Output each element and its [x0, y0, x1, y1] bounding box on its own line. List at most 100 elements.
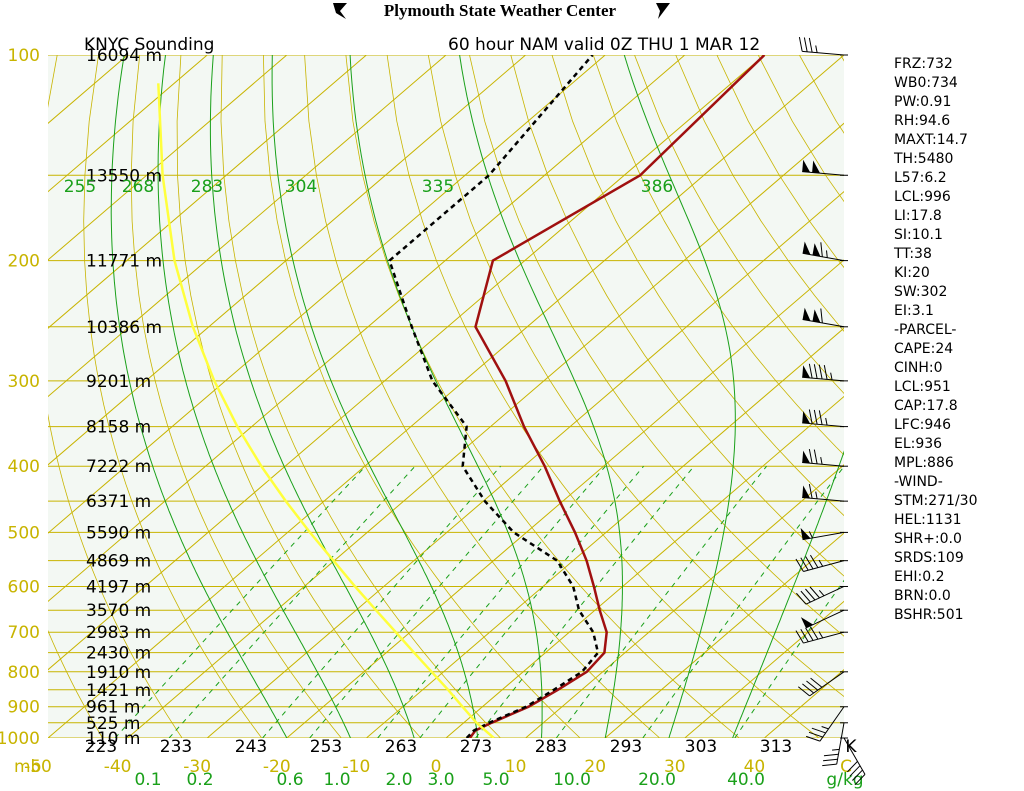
moist-adiabat-line: [271, 55, 479, 738]
index-item: FRZ:732: [894, 56, 953, 72]
wind-barb: [802, 307, 848, 328]
index-item: PW:0.91: [894, 94, 951, 110]
wind-barb: [802, 449, 848, 467]
pressure-tick-label: 800: [8, 663, 40, 683]
dry-adiabat-line: [83, 55, 263, 738]
temperature-tick-label: 20: [584, 757, 606, 777]
barb-staff: [802, 531, 845, 541]
barb-flag: [823, 365, 828, 380]
height-label: 10386 m: [86, 318, 162, 338]
barb-half-flag: [818, 559, 824, 567]
index-item: EHI:0.2: [894, 569, 944, 585]
mixing-ratio-label: 10.0: [553, 770, 591, 790]
flag-left-icon: [333, 3, 347, 19]
mixing-ratio-label: 2.0: [385, 770, 412, 790]
center-title: Plymouth State Weather Center: [384, 1, 617, 20]
height-label: 13550 m: [86, 166, 162, 186]
index-item: SRDS:109: [894, 550, 964, 566]
barb-flag: [849, 765, 861, 777]
index-item: SI:10.1: [894, 227, 943, 243]
barb-half-flag: [815, 45, 818, 53]
kelvin-label: 283: [535, 737, 567, 757]
mixing-ratio-label: 5.0: [482, 770, 509, 790]
theta-e-label: 283: [191, 177, 223, 197]
barb-half-flag: [808, 531, 813, 539]
temperature-tick-label: 30: [664, 757, 686, 777]
mixing-ratio-line: [262, 465, 501, 738]
barb-flag: [811, 727, 826, 734]
barb-flag: [805, 588, 816, 601]
isotherm-line: [48, 55, 208, 193]
pressure-tick-label: 1000: [0, 729, 40, 749]
pressure-tick-label: 900: [8, 698, 40, 718]
pressure-tick-label: 400: [8, 457, 40, 477]
index-item: LFC:946: [894, 417, 951, 433]
dry-adiabat-line: [263, 55, 581, 738]
pressure-tick-label: 200: [8, 252, 40, 272]
index-item: LI:17.8: [894, 208, 942, 224]
barb-flag: [810, 677, 823, 688]
temperature-profile-line: [468, 55, 766, 738]
pressure-unit-label: mb: [14, 757, 41, 777]
isotherm-line: [445, 395, 844, 738]
barb-flag: [822, 763, 837, 767]
barb-flag: [796, 592, 807, 605]
height-label: 7222 m: [86, 457, 151, 477]
barb-pennant: [802, 450, 811, 464]
wind-barb: [802, 159, 848, 176]
mixing-ratio-line: [168, 465, 416, 738]
mixing-ratio-label: 3.0: [427, 770, 454, 790]
barb-half-flag: [818, 589, 825, 597]
index-item: LCL:996: [894, 189, 951, 205]
height-label: 9201 m: [86, 372, 151, 392]
index-item: EL:936: [894, 436, 942, 452]
barb-flag: [800, 629, 809, 643]
height-label: 3570 m: [86, 601, 151, 621]
index-item: EI:3.1: [894, 303, 934, 319]
index-item: CAPE:24: [894, 341, 953, 357]
barb-staff: [843, 737, 866, 775]
theta-e-label: 335: [422, 177, 454, 197]
temperature-tick-label: 40: [744, 757, 766, 777]
wind-barb: [796, 585, 848, 605]
barb-flag: [813, 449, 818, 464]
barb-flag: [808, 363, 813, 379]
barb-flag: [797, 686, 810, 697]
moist-adiabat-line: [623, 55, 736, 738]
mixing-ratio-label: g/kg: [826, 770, 863, 790]
barb-flag: [803, 37, 808, 52]
index-item: LCL:951: [894, 379, 951, 395]
barb-flag: [805, 627, 814, 641]
mixing-ratio-label: 0.1: [134, 770, 161, 790]
barb-staff: [819, 706, 845, 742]
dry-adiabat-line: [1006, 55, 1024, 738]
barb-flag: [802, 683, 815, 694]
barb-pennant: [802, 241, 811, 255]
barb-staff: [836, 722, 845, 765]
mixing-ratio-line: [475, 465, 695, 738]
pressure-tick-label: 300: [8, 372, 40, 392]
barb-pennant: [812, 160, 821, 174]
height-label: 16094 m: [86, 46, 162, 66]
temperature-tick-label: C: [840, 757, 852, 777]
isotherm-line: [525, 464, 844, 738]
barb-half-flag: [830, 372, 833, 380]
isotherm-line: [48, 55, 765, 671]
barb-flag: [820, 308, 823, 324]
index-item: TH:5480: [893, 151, 953, 167]
barb-pennant: [802, 411, 811, 424]
barb-flag: [809, 586, 820, 599]
barb-half-flag: [826, 250, 828, 258]
height-label: 110 m: [86, 729, 140, 749]
isotherm-line: [604, 532, 844, 738]
isotherm-line: [366, 327, 844, 738]
barb-flag: [795, 558, 804, 572]
barb-staff: [805, 586, 845, 605]
height-label: 2430 m: [86, 644, 151, 664]
barb-flag: [806, 680, 819, 691]
index-item: TT:38: [893, 246, 932, 262]
wind-barb: [800, 527, 848, 541]
mixing-ratio-label: 0.6: [276, 770, 303, 790]
index-item: WB0:734: [894, 75, 958, 91]
